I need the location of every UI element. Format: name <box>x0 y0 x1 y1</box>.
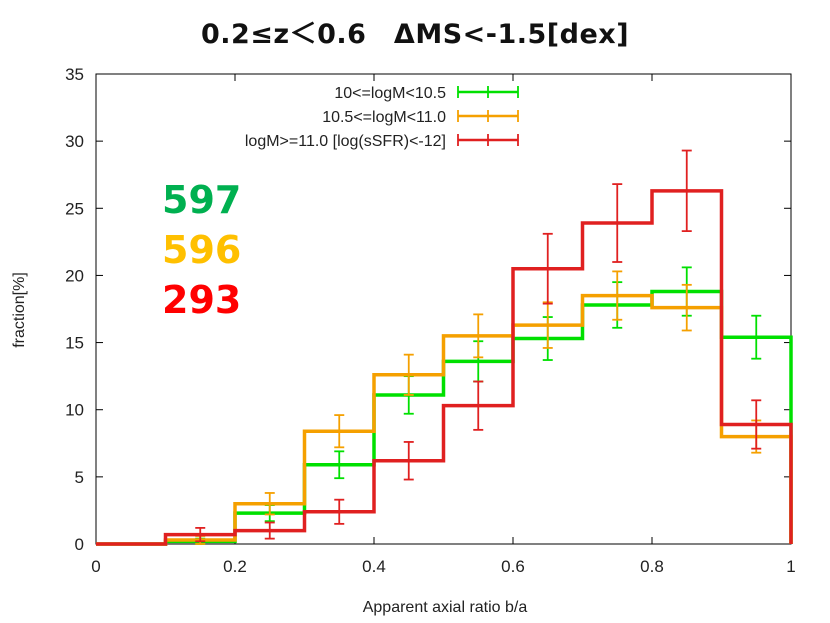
x-tick-label: 1 <box>786 557 795 576</box>
count-label-green: 597 <box>162 178 242 222</box>
x-tick-label: 0.4 <box>362 557 386 576</box>
y-axis-label: fraction[%] <box>11 272 28 348</box>
series-line-2 <box>96 189 793 546</box>
legend: 10<=logM<10.5 10.5<=logM<11.0 logM>=11.0 [… <box>245 85 519 150</box>
y-tick-label: 25 <box>65 199 84 218</box>
plot-border <box>95 73 792 545</box>
x-tick-label: 0.8 <box>640 557 664 576</box>
y-tick-label: 35 <box>65 65 84 84</box>
count-label-orange: 596 <box>162 228 242 272</box>
y-tick-label: 5 <box>75 468 84 487</box>
legend-label-1: 10.5<=logM<11.0 <box>322 109 446 126</box>
x-axis-label: Apparent axial ratio b/a <box>363 599 528 616</box>
series-group <box>96 149 793 546</box>
plot-area <box>95 73 792 545</box>
x-tick-label: 0.2 <box>223 557 247 576</box>
count-label-red: 293 <box>162 278 242 322</box>
x-tick-label: 0 <box>91 557 100 576</box>
chart-title: 0.2≤z＜0.6 ΔMS<-1.5[dex] <box>200 19 630 50</box>
y-tick-label: 15 <box>65 334 84 353</box>
y-tick-label: 0 <box>75 535 84 554</box>
legend-label-2: logM>=11.0 [log(sSFR)<-12] <box>245 133 446 150</box>
x-tick-label: 0.6 <box>501 557 525 576</box>
y-tick-label: 10 <box>65 401 84 420</box>
y-tick-label: 30 <box>65 132 84 151</box>
series-line-1 <box>96 293 793 546</box>
legend-label-0: 10<=logM<10.5 <box>334 85 446 102</box>
y-tick-label: 20 <box>65 266 84 285</box>
